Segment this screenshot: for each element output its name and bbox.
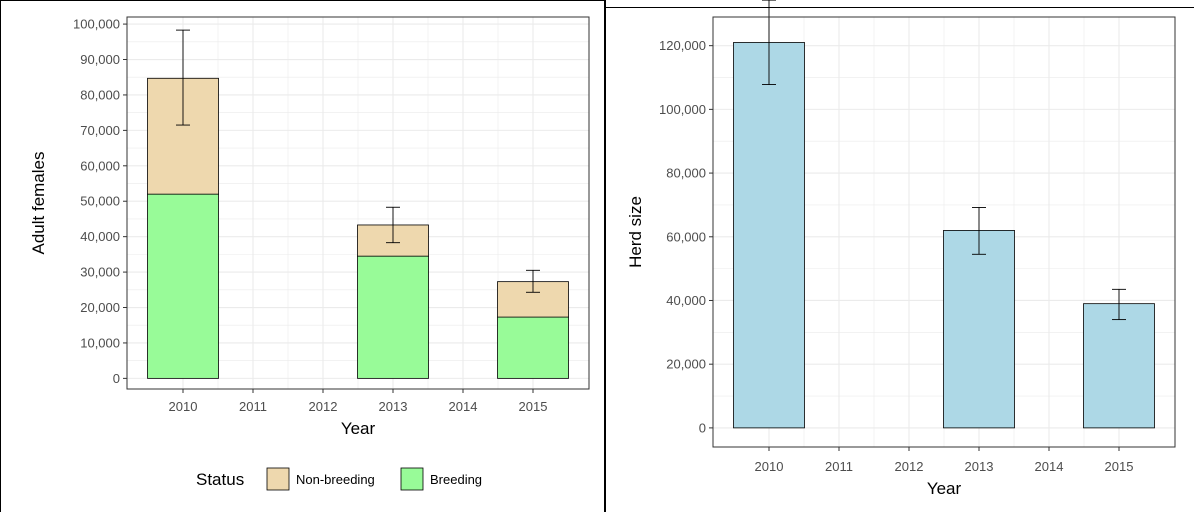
x-tick-label: 2014 [449,399,478,414]
x-tick-label: 2015 [519,399,548,414]
plot-border [712,16,1176,448]
bar-herd-2013 [943,230,1015,429]
left-chart-panel [0,0,606,512]
y-axis-title: Adult females [29,152,48,255]
plot-border [126,16,590,390]
y-tick-label: 50,000 [80,194,120,209]
y-tick-label: 90,000 [80,52,120,67]
y-tick-label: 0 [113,371,120,386]
y-tick-label: 80,000 [666,166,706,181]
x-tick-label: 2014 [1035,459,1064,474]
bar-breeding-2010 [147,193,219,379]
x-tick-label: 2013 [965,459,994,474]
error-bar-2013 [386,206,400,244]
y-tick-label: 20,000 [666,357,706,372]
legend-title: Status [196,470,244,489]
y-tick-label: 40,000 [666,293,706,308]
x-axis-title: Year [927,479,962,498]
y-tick-label: 100,000 [73,17,120,32]
y-tick-label: 60,000 [666,229,706,244]
legend-key-breeding [400,467,424,491]
y-tick-label: 20,000 [80,300,120,315]
x-tick-label: 2015 [1105,459,1134,474]
y-tick-label: 40,000 [80,229,120,244]
x-tick-label: 2012 [895,459,924,474]
error-bar-2010 [176,29,190,126]
x-tick-label: 2012 [309,399,338,414]
x-tick-label: 2013 [379,399,408,414]
y-tick-label: 120,000 [659,38,706,53]
error-bar-2013 [972,207,986,255]
x-tick-label: 2011 [239,399,267,414]
bar-herd-2010 [733,42,805,429]
legend-label-non-breeding: Non-breeding [296,472,375,487]
legend-label-breeding: Breeding [430,472,482,487]
y-axis-title: Herd size [626,196,645,268]
y-tick-label: 60,000 [80,158,120,173]
error-bar-2015 [526,269,540,293]
bar-breeding-2015 [497,316,569,379]
right-chart-panel [605,7,1194,512]
bar-breeding-2013 [357,255,429,379]
x-tick-label: 2010 [169,399,198,414]
error-bar-2010 [762,0,776,85]
x-axis-title: Year [341,419,376,438]
x-tick-label: 2010 [755,459,784,474]
bar-herd-2015 [1083,303,1155,429]
y-tick-label: 10,000 [80,335,120,350]
y-tick-label: 0 [699,420,706,435]
legend-key-non-breeding [266,467,290,491]
x-tick-label: 2011 [825,459,853,474]
error-bar-2015 [1112,288,1126,321]
y-tick-label: 80,000 [80,87,120,102]
y-tick-label: 100,000 [659,102,706,117]
y-tick-label: 70,000 [80,123,120,138]
y-tick-label: 30,000 [80,265,120,280]
